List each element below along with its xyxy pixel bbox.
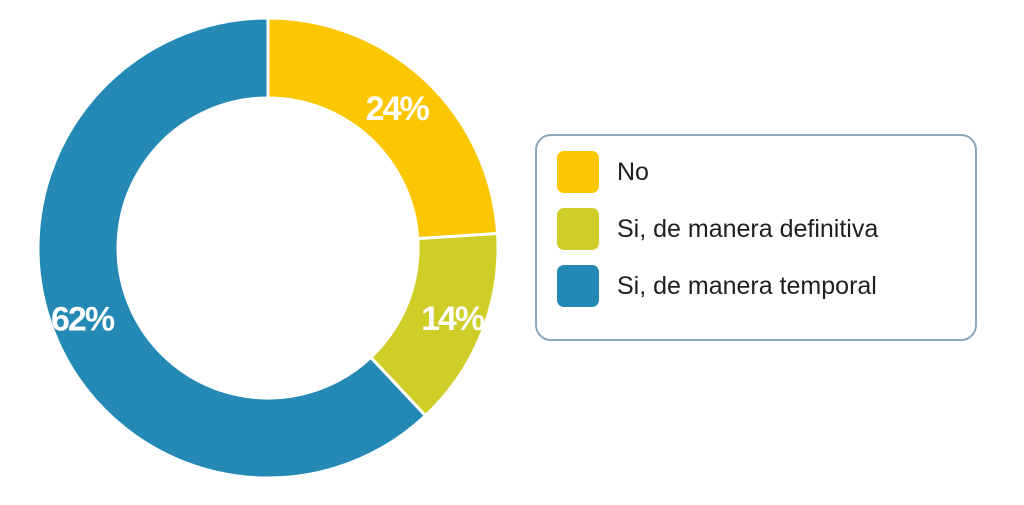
slice-no <box>266 16 500 241</box>
legend: No Si, de manera definitiva Si, de maner… <box>535 134 977 341</box>
legend-item-temporal: Si, de manera temporal <box>557 265 975 307</box>
label-no: 24% <box>366 90 430 128</box>
donut-slices <box>36 16 500 480</box>
legend-label-definitiva: Si, de manera definitiva <box>617 214 879 243</box>
label-definitiva: 14% <box>421 300 485 338</box>
label-temporal: 62% <box>51 301 115 339</box>
legend-label-no: No <box>617 157 649 186</box>
legend-label-temporal: Si, de manera temporal <box>617 271 877 300</box>
legend-swatch-no <box>557 151 599 193</box>
legend-swatch-temporal <box>557 265 599 307</box>
legend-item-definitiva: Si, de manera definitiva <box>557 208 975 250</box>
slice-temporal <box>36 16 428 480</box>
slice-labels: 24% 14% 62% <box>51 90 487 339</box>
legend-item-no: No <box>557 151 975 193</box>
legend-swatch-definitiva <box>557 208 599 250</box>
